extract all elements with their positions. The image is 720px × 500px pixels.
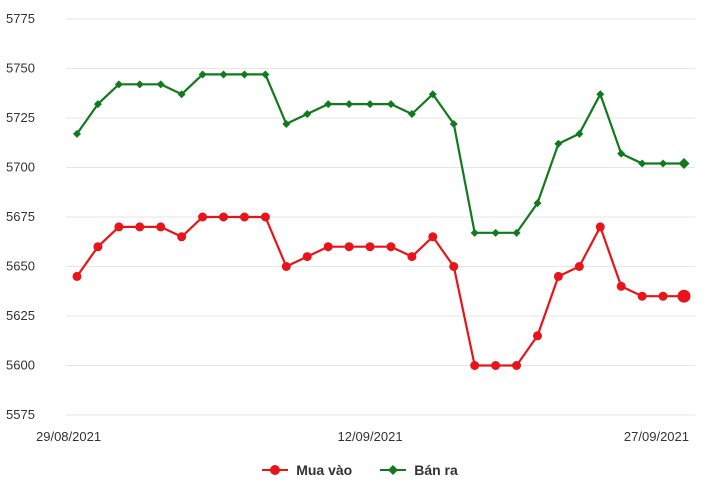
y-tick-label: 5600 — [6, 358, 35, 373]
y-tick-label: 5675 — [6, 209, 35, 224]
data-point[interactable] — [428, 90, 437, 99]
legend-label-mua-vao: Mua vào — [296, 462, 353, 478]
data-point[interactable] — [93, 100, 102, 109]
data-point[interactable] — [261, 70, 270, 79]
data-point[interactable] — [449, 262, 459, 271]
data-point[interactable] — [302, 252, 312, 262]
y-tick-label: 5650 — [6, 259, 35, 274]
data-point[interactable] — [616, 281, 626, 291]
data-point[interactable] — [553, 271, 563, 281]
data-point[interactable] — [637, 291, 647, 301]
data-point[interactable] — [240, 70, 249, 79]
data-point[interactable] — [282, 119, 291, 128]
data-point[interactable] — [135, 80, 144, 89]
data-point[interactable] — [574, 262, 584, 271]
data-point[interactable] — [198, 70, 207, 79]
legend-diamond-marker-icon — [380, 465, 407, 475]
data-point[interactable] — [575, 129, 584, 138]
data-point[interactable] — [156, 80, 165, 89]
data-point[interactable] — [407, 252, 417, 262]
x-axis-tick-labels: 29/08/2021 12/09/2021 27/09/2021 — [36, 429, 689, 444]
series-line — [76, 73, 684, 234]
legend-circle-marker-icon — [262, 465, 289, 475]
data-point[interactable] — [344, 242, 354, 252]
data-point[interactable] — [177, 232, 187, 242]
data-point[interactable] — [677, 289, 691, 303]
data-point[interactable] — [73, 129, 81, 138]
data-point[interactable] — [324, 100, 333, 109]
y-tick-label: 5775 — [6, 11, 35, 26]
data-point[interactable] — [449, 119, 458, 128]
data-point[interactable] — [617, 149, 626, 158]
grid-lines — [66, 18, 695, 416]
data-point[interactable] — [323, 242, 333, 252]
data-point[interactable] — [554, 139, 563, 148]
data-point[interactable] — [596, 90, 605, 99]
data-point[interactable] — [659, 159, 668, 168]
y-axis-tick-labels: 5575 5600 5625 5650 5675 5700 5725 5750 5775 — [6, 11, 35, 422]
data-point[interactable] — [365, 242, 375, 252]
x-tick-label: 29/08/2021 — [36, 429, 101, 444]
data-point[interactable] — [345, 100, 354, 109]
y-tick-label: 5625 — [6, 308, 35, 323]
legend-item-mua-vao[interactable]: Mua vào — [262, 462, 352, 478]
x-tick-label: 27/09/2021 — [624, 429, 689, 444]
data-point[interactable] — [239, 212, 249, 222]
data-point[interactable] — [491, 228, 500, 237]
data-point[interactable] — [428, 232, 438, 242]
data-point[interactable] — [281, 262, 291, 271]
data-point[interactable] — [512, 228, 521, 237]
y-tick-label: 5575 — [6, 407, 35, 422]
legend: Mua vào Bán ra — [0, 462, 720, 478]
series-layer — [72, 70, 691, 370]
data-point[interactable] — [533, 199, 542, 208]
x-tick-label: 12/09/2021 — [337, 429, 402, 444]
data-point[interactable] — [156, 222, 166, 232]
data-point[interactable] — [678, 158, 690, 170]
data-point[interactable] — [470, 361, 480, 370]
data-point[interactable] — [219, 212, 229, 222]
legend-label-ban-ra: Bán ra — [414, 462, 458, 478]
data-point[interactable] — [260, 212, 270, 222]
data-point[interactable] — [177, 90, 186, 99]
data-point[interactable] — [366, 100, 375, 109]
data-point[interactable] — [470, 228, 479, 237]
data-point[interactable] — [114, 80, 123, 89]
data-point[interactable] — [386, 242, 396, 252]
y-tick-label: 5750 — [6, 61, 35, 76]
legend-item-ban-ra[interactable]: Bán ra — [380, 462, 458, 478]
series-1 — [73, 70, 690, 237]
data-point[interactable] — [93, 242, 103, 252]
data-point[interactable] — [512, 361, 522, 370]
series-0 — [72, 212, 691, 370]
data-point[interactable] — [658, 291, 668, 301]
data-point[interactable] — [532, 331, 542, 341]
series-line — [76, 215, 684, 367]
data-point[interactable] — [386, 100, 395, 109]
data-point[interactable] — [595, 222, 605, 232]
y-tick-label: 5700 — [6, 160, 35, 175]
data-point[interactable] — [303, 110, 312, 119]
data-point[interactable] — [114, 222, 124, 232]
data-point[interactable] — [219, 70, 228, 79]
data-point[interactable] — [198, 212, 208, 222]
data-point[interactable] — [72, 271, 82, 281]
data-point[interactable] — [407, 110, 416, 119]
data-point[interactable] — [491, 361, 501, 370]
data-point[interactable] — [638, 159, 647, 168]
y-tick-label: 5725 — [6, 110, 35, 125]
data-point[interactable] — [135, 222, 145, 232]
